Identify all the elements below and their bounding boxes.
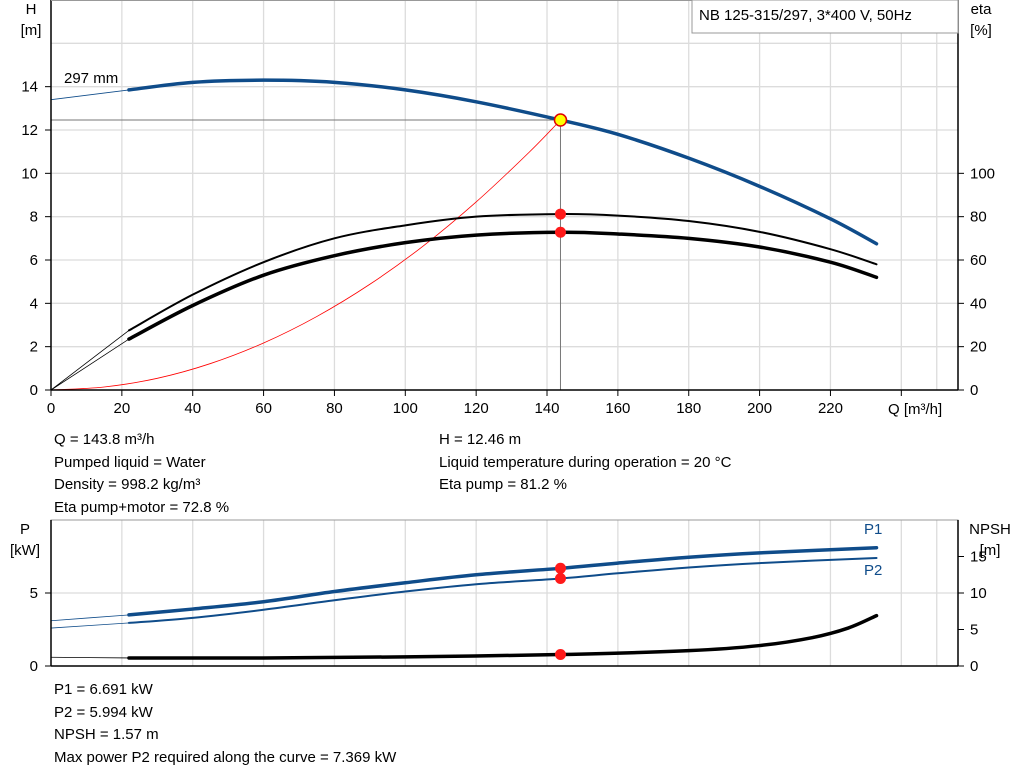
info-p2: P2 = 5.994 kW: [54, 703, 153, 721]
npsh-tick-label: 15: [970, 549, 987, 566]
npsh-curve-extrapolation: [50, 656, 129, 659]
y-right-tick-label: 60: [970, 252, 987, 269]
top-y-right-label-1: eta: [971, 1, 993, 18]
y-tick-label: 2: [30, 339, 38, 356]
x-tick-label: 100: [393, 400, 418, 417]
eta-pump-motor-curve: [127, 230, 879, 341]
x-tick-label: 0: [47, 400, 55, 417]
p1-label: P1: [864, 521, 882, 538]
bottom-grid: [51, 520, 958, 666]
top-y-right-label-2: [%]: [970, 22, 992, 39]
head-curve-extrapolation: [50, 89, 129, 101]
p-tick-label: 5: [30, 585, 38, 602]
info-temperature: Liquid temperature during operation = 20…: [439, 453, 732, 471]
x-tick-label: 60: [255, 400, 272, 417]
x-tick-label: 180: [676, 400, 701, 417]
top-series: [50, 78, 879, 391]
npsh-tick-label: 5: [970, 622, 978, 639]
info-h: H = 12.46 m: [439, 431, 522, 448]
eta-pump-curve-extrapolation: [50, 330, 130, 391]
info-bottom: P1 = 6.691 kW P2 = 5.994 kW NPSH = 1.57 …: [54, 679, 396, 769]
bottom-y-right-label-1: NPSH: [969, 521, 1011, 538]
y-tick-label: 8: [30, 209, 38, 226]
y-right-tick-label: 100: [970, 165, 995, 182]
top-y-label-2: [m]: [21, 22, 42, 39]
top-y-label-1: H: [26, 1, 37, 18]
info-max-power: Max power P2 required along the curve = …: [54, 748, 397, 766]
y-right-tick-label: 80: [970, 209, 987, 226]
p1-point: [554, 562, 566, 574]
x-tick-label: 120: [464, 400, 489, 417]
bottom-y-label-1: P: [20, 521, 30, 538]
npsh-curve: [127, 613, 879, 660]
x-axis-label: Q [m³/h]: [888, 401, 942, 418]
bottom-y-right-label-2: [m]: [980, 542, 1001, 559]
info-eta-pump: Eta pump = 81.2 %: [439, 476, 567, 493]
y-tick-label: 4: [30, 295, 38, 312]
bottom-y-label-2: [kW]: [10, 542, 40, 559]
y-right-tick-label: 0: [970, 382, 978, 399]
p-tick-label: 0: [30, 658, 38, 675]
p1-curve-extrapolation: [50, 614, 129, 622]
info-top-left: Q = 143.8 m³/h Pumped liquid = Water Den…: [54, 429, 229, 519]
info-top-right: H = 12.46 m Liquid temperature during op…: [439, 429, 731, 497]
info-npsh: NPSH = 1.57 m: [54, 726, 159, 743]
y-tick-label: 10: [21, 165, 38, 182]
x-tick-label: 200: [747, 400, 772, 417]
system-curve: [50, 119, 561, 391]
p2-label: P2: [864, 562, 882, 579]
npsh-tick-label: 10: [970, 585, 987, 602]
info-density: Density = 998.2 kg/m³: [54, 476, 201, 493]
p2-curve: [127, 556, 878, 624]
x-tick-label: 140: [535, 400, 560, 417]
eta-pump-motor-curve-extrapolation: [50, 338, 130, 391]
info-liquid: Pumped liquid = Water: [54, 453, 206, 471]
p2-curve-extrapolation: [50, 622, 129, 629]
info-eta-pump-motor: Eta pump+motor = 72.8 %: [54, 498, 230, 516]
eta-pump-curve: [127, 213, 878, 332]
npsh-point: [554, 649, 566, 661]
x-tick-label: 80: [326, 400, 343, 417]
x-tick-label: 40: [184, 400, 201, 417]
duty-point: [553, 113, 568, 127]
curve-label: 297 mm: [64, 70, 118, 87]
top-grid: [51, 0, 958, 390]
eta-pump-point: [554, 208, 566, 220]
info-p1: P1 = 6.691 kW: [54, 681, 153, 698]
title-box: [691, 0, 959, 34]
y-tick-label: 12: [21, 122, 38, 139]
p2-point: [554, 572, 566, 584]
eta-pump-motor-point: [554, 226, 566, 238]
x-tick-label: 160: [605, 400, 630, 417]
x-tick-label: 20: [114, 400, 131, 417]
x-tick-label: 220: [818, 400, 843, 417]
y-right-tick-label: 20: [970, 339, 987, 356]
head-curve: [127, 78, 879, 246]
y-tick-label: 0: [30, 382, 38, 399]
y-tick-label: 14: [21, 79, 38, 96]
y-tick-label: 6: [30, 252, 38, 269]
info-q: Q = 143.8 m³/h: [54, 431, 155, 448]
npsh-tick-label: 0: [970, 658, 978, 675]
y-right-tick-label: 40: [970, 295, 987, 312]
bottom-series: [50, 545, 879, 661]
axes: 0 20 40 60 80 100 120 140 160 180 200 2200246810121…: [21, 0, 995, 675]
p1-curve: [127, 545, 879, 617]
chart-title: NB 125-315/297, 3*400 V, 50Hz: [699, 7, 912, 24]
